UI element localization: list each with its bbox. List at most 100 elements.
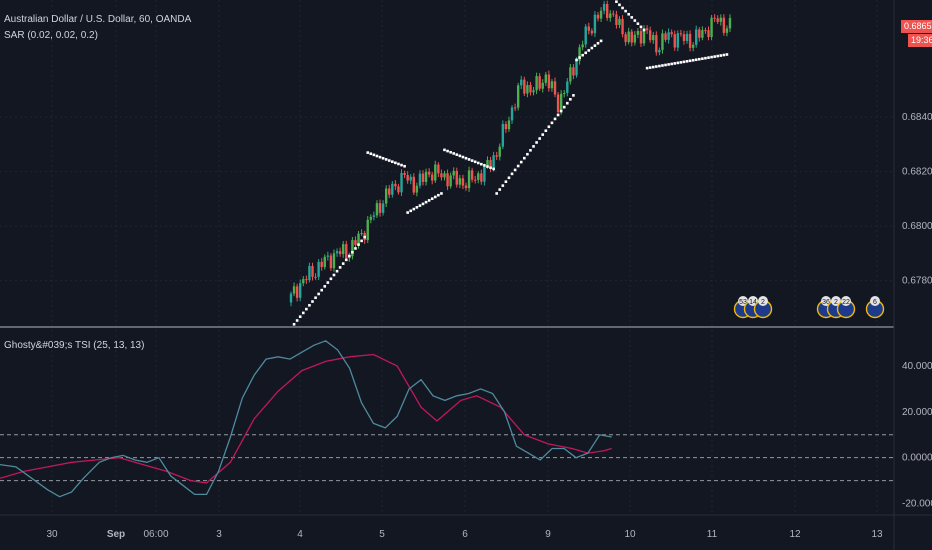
sar-dot (526, 152, 529, 156)
candle-body (639, 31, 643, 44)
candle-body (670, 32, 673, 35)
sar-dot (301, 311, 305, 315)
candle-body (520, 79, 523, 86)
candle-body (609, 13, 612, 18)
candle-body (652, 35, 655, 41)
price-tick-label: 0.68400 (902, 112, 932, 123)
sar-dot (716, 54, 720, 58)
candle-body (569, 67, 572, 82)
candle-body (357, 233, 360, 245)
sar-dot (658, 64, 661, 68)
candle-body (431, 174, 434, 181)
sar-dot (642, 28, 646, 32)
sar-dot (523, 156, 526, 160)
sar-dot (694, 58, 698, 62)
time-tick-label: 5 (379, 529, 385, 540)
candle-body (572, 67, 575, 76)
sar-dot (651, 65, 655, 69)
sar-dot (418, 204, 422, 207)
sar-dot (707, 56, 710, 59)
candle-body (501, 123, 505, 147)
sar-dot (538, 137, 541, 140)
candle-body (295, 286, 299, 298)
candle-body (627, 31, 630, 43)
sar-dot (406, 211, 409, 214)
event-count-label: 2 (761, 299, 765, 306)
sar-dot (691, 58, 695, 62)
sar-dot (492, 167, 495, 171)
sar-dot (504, 180, 508, 184)
candle-body (630, 31, 633, 43)
sar-dot (682, 60, 686, 64)
candle-body (489, 160, 492, 169)
sar-dot (341, 262, 345, 265)
candle-body (452, 170, 455, 176)
candle-body (394, 183, 397, 187)
candle-body (584, 26, 587, 45)
candle-body (338, 251, 342, 255)
sar-legend[interactable]: SAR (0.02, 0.02, 0.2) (4, 30, 98, 41)
sar-dot (387, 159, 391, 162)
sar-dot (458, 154, 462, 158)
sar-dot (329, 277, 333, 281)
sar-dot (443, 148, 446, 152)
candle-body (449, 175, 452, 187)
sar-dot (295, 319, 299, 322)
candle-body (314, 276, 317, 278)
sar-dot (599, 39, 603, 43)
sar-dot (440, 192, 443, 195)
candle-body (547, 74, 551, 89)
sar-dot (553, 117, 557, 121)
sar-dot (636, 22, 640, 25)
sar-dot (645, 66, 649, 70)
sar-dot (467, 158, 471, 161)
candle-body (415, 185, 419, 193)
candle-body (292, 286, 296, 294)
sar-dot (667, 63, 670, 66)
candle-body (556, 94, 560, 113)
time-tick-label: Sep (107, 529, 125, 540)
candle-body (728, 17, 732, 29)
time-tick-label: 11 (707, 529, 718, 540)
candle-body (443, 173, 446, 178)
sar-dot (648, 66, 652, 69)
sar-dot (615, 0, 618, 3)
sar-dot (430, 197, 434, 200)
candle-body (464, 185, 468, 189)
symbol-legend[interactable]: Australian Dollar / U.S. Dollar, 60, OAN… (4, 14, 192, 25)
candle-body (691, 44, 695, 48)
candle-body (532, 90, 535, 93)
sar-dot (722, 53, 726, 57)
tsi-legend[interactable]: Ghosty&#039;s TSI (25, 13, 13) (4, 340, 145, 351)
candle-body (510, 107, 514, 121)
candle-body (606, 4, 609, 18)
candle-body (673, 34, 676, 48)
candle-body (507, 120, 511, 130)
candle-body (369, 216, 373, 220)
event-count-bubble (821, 296, 831, 306)
candle-body (335, 251, 339, 254)
sar-dot (409, 209, 413, 213)
event-count-bubble (748, 296, 758, 306)
candle-body (455, 170, 458, 185)
sar-dot (360, 239, 363, 243)
sar-dot (298, 315, 302, 318)
candle-body (366, 219, 369, 241)
tsi-tick-label: 40.0000 (902, 361, 932, 372)
sar-dot (624, 9, 627, 13)
candle-body (400, 172, 403, 193)
sar-dot (618, 3, 621, 7)
time-tick-label: 10 (624, 529, 636, 540)
candle-body (513, 107, 517, 109)
candle-body (593, 14, 597, 34)
candle-body (332, 253, 336, 269)
tsi-tick-label: 0.0000 (902, 453, 932, 464)
candle-body (412, 176, 415, 193)
sar-dot (351, 250, 354, 254)
sar-dot (470, 159, 474, 162)
candle-body (427, 171, 431, 175)
sar-dot (535, 141, 538, 144)
event-markers[interactable]: 53 14 2 36 2 22 6 (733, 296, 885, 319)
